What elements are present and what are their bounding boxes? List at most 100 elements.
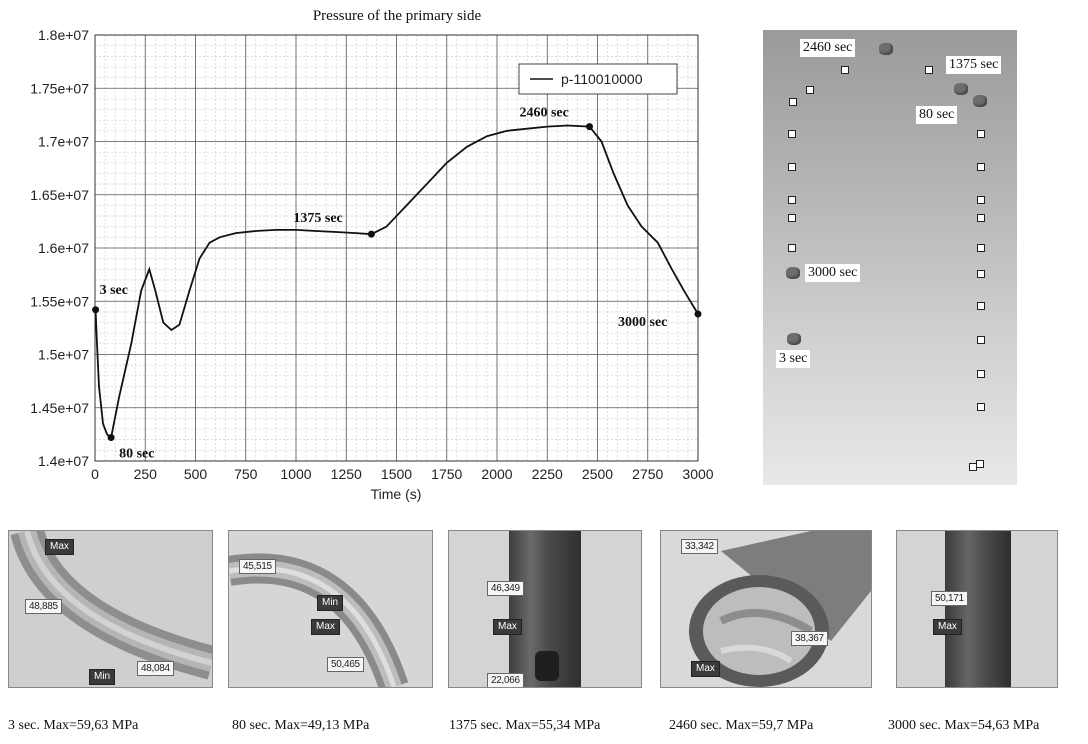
grid	[94, 34, 699, 462]
hotspot-80	[973, 95, 987, 107]
annotated-points: 3 sec 80 sec 1375 sec 2460 sec 3000 sec	[92, 106, 702, 462]
node-marker	[806, 86, 814, 94]
hotspot	[535, 651, 559, 681]
node-marker	[788, 214, 796, 222]
model-label-1375: 1375 sec	[946, 56, 1002, 74]
max-marker: Max	[311, 619, 340, 635]
min-marker: Min	[89, 669, 116, 685]
y-tick-label: 1.5e+07	[38, 347, 89, 363]
x-tick-label: 2000	[481, 466, 512, 482]
y-tick-label: 1.4e+07	[38, 453, 89, 469]
node-marker	[976, 460, 984, 468]
stress-probe: 48,084	[137, 661, 174, 676]
point-label: 80 sec	[119, 447, 154, 462]
thumbnail-caption: 80 sec. Max=49,13 MPa	[232, 718, 370, 733]
legend-entry: p-110010000	[561, 71, 643, 87]
x-tick-label: 1500	[381, 466, 412, 482]
x-tick-label: 500	[184, 466, 208, 482]
series-line-p-110010000	[94, 124, 699, 440]
max-marker: Max	[45, 539, 74, 555]
pipe-vertical-graphic	[945, 531, 1011, 687]
model-label-3: 3 sec	[776, 350, 811, 368]
node-marker	[841, 66, 849, 74]
node-marker	[977, 244, 985, 252]
x-tick-label: 1250	[331, 466, 362, 482]
stress-thumbnail-80s: 45,515 Min Max 50,465	[228, 530, 433, 688]
tick-labels: 0 250 500 750 1000 1250 1500 1750 2000 2250 2500 27…	[30, 27, 714, 482]
x-tick-label: 2750	[632, 466, 663, 482]
x-tick-label: 3000	[682, 466, 713, 482]
annotated-point	[585, 123, 593, 131]
y-tick-label: 1.55e+07	[30, 293, 89, 309]
point-label: 3000 sec	[618, 315, 667, 330]
max-marker: Max	[933, 619, 962, 635]
hotspot-1375	[954, 83, 968, 95]
node-marker	[977, 163, 985, 171]
node-marker	[789, 98, 797, 106]
hotspot-2460	[879, 43, 893, 55]
model-label-3000: 3000 sec	[805, 264, 861, 282]
max-marker: Max	[691, 661, 720, 677]
hotspot-3	[787, 333, 801, 345]
annotated-point	[92, 306, 100, 314]
stress-probe: 22,066	[487, 673, 524, 687]
stress-probe: 45,515	[239, 559, 276, 574]
node-marker	[977, 196, 985, 204]
pressure-line-chart: Pressure of the primary side 0 250 500 750 1…	[30, 8, 714, 502]
x-tick-label: 250	[134, 466, 158, 482]
annotated-point	[107, 434, 115, 442]
stress-probe: 33,342	[681, 539, 718, 554]
node-marker	[977, 130, 985, 138]
stress-probe: 50,171	[931, 591, 968, 606]
y-tick-label: 1.8e+07	[38, 27, 89, 43]
y-tick-label: 1.65e+07	[30, 187, 89, 203]
x-tick-label: 1750	[431, 466, 462, 482]
x-axis-label: Time (s)	[371, 486, 422, 502]
thumbnail-caption: 2460 sec. Max=59,7 MPa	[669, 718, 814, 733]
stress-probe: 38,367	[791, 631, 828, 646]
stress-thumbnail-3000s: 50,171 Max	[896, 530, 1058, 688]
node-marker	[977, 370, 985, 378]
model-label-2460: 2460 sec	[800, 39, 856, 57]
x-tick-label: 0	[91, 466, 99, 482]
y-tick-label: 1.6e+07	[38, 240, 89, 256]
model-view-panel: 2460 sec 1375 sec 80 sec 3000 sec 3 sec	[763, 30, 1017, 485]
legend: p-110010000	[518, 63, 678, 95]
y-tick-label: 1.75e+07	[30, 80, 89, 96]
thumbnail-caption: 3000 sec. Max=54,63 MPa	[888, 718, 1040, 733]
min-marker: Min	[317, 595, 344, 611]
stress-thumbnail-2460s: 33,342 38,367 Max	[660, 530, 872, 688]
plot-frame	[94, 34, 699, 462]
node-marker	[977, 403, 985, 411]
node-marker	[788, 130, 796, 138]
point-label: 1375 sec	[293, 211, 342, 226]
y-tick-label: 1.45e+07	[30, 400, 89, 416]
node-marker	[977, 270, 985, 278]
hotspot-3000	[786, 267, 800, 279]
node-marker	[925, 66, 933, 74]
node-marker	[977, 214, 985, 222]
node-marker	[977, 302, 985, 310]
node-marker	[977, 336, 985, 344]
stress-thumbnail-3s: Max 48,885 Min 48,084	[8, 530, 213, 688]
thumbnail-caption: 1375 sec. Max=55,34 MPa	[449, 718, 601, 733]
stress-probe: 50,465	[327, 657, 364, 672]
stress-thumbnail-1375s: 46,349 Max 22,066	[448, 530, 642, 688]
annotated-point	[694, 310, 702, 318]
stress-probe: 46,349	[487, 581, 524, 596]
chart-title: Pressure of the primary side	[313, 8, 482, 24]
x-tick-label: 1000	[280, 466, 311, 482]
thumbnail-caption: 3 sec. Max=59,63 MPa	[8, 718, 139, 733]
node-marker	[788, 244, 796, 252]
x-tick-label: 2500	[582, 466, 613, 482]
x-tick-label: 2250	[532, 466, 563, 482]
node-marker	[788, 196, 796, 204]
model-label-80: 80 sec	[916, 106, 958, 124]
point-label: 2460 sec	[519, 106, 568, 121]
max-marker: Max	[493, 619, 522, 635]
node-marker	[788, 163, 796, 171]
x-tick-label: 750	[234, 466, 258, 482]
y-tick-label: 1.7e+07	[38, 134, 89, 150]
stress-probe: 48,885	[25, 599, 62, 614]
pipe-section-graphic	[689, 531, 871, 687]
